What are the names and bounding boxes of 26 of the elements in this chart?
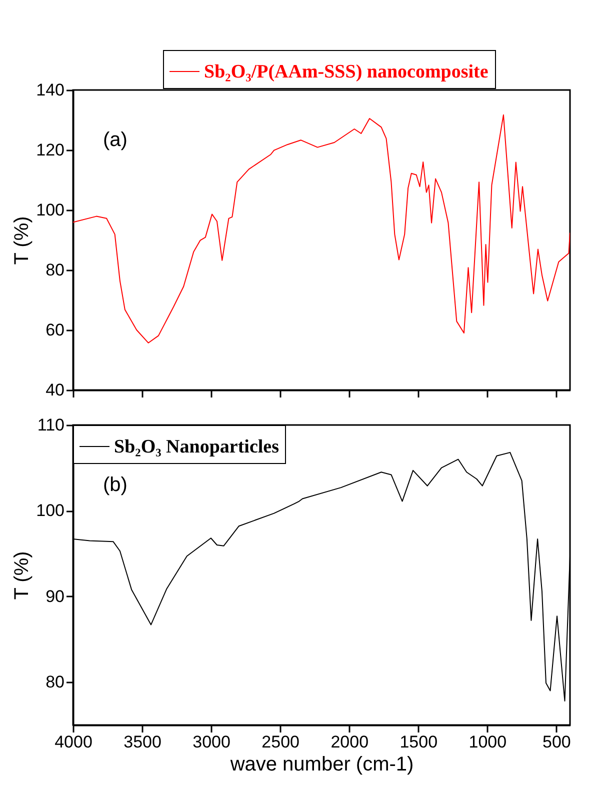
x-tick-label: 3000 <box>192 732 230 752</box>
x-tick-label: 2000 <box>330 732 369 752</box>
y-tick-label: 100 <box>36 200 64 220</box>
x-axis-title: wave number (cm-1) <box>229 754 414 776</box>
y-tick-label: 80 <box>46 260 64 280</box>
x-tick-label: 500 <box>542 732 571 752</box>
x-tick-label: 3500 <box>124 732 162 752</box>
y-tick-label: 120 <box>36 140 64 160</box>
x-tick-label: 1500 <box>400 732 438 752</box>
line-series <box>73 114 570 344</box>
y-tick-label: 60 <box>46 320 64 340</box>
annotation: (a) <box>103 129 128 151</box>
x-tick-label: 2500 <box>262 732 300 752</box>
x-tick-label: 4000 <box>54 732 92 752</box>
y-tick-label: 140 <box>36 80 64 100</box>
annotation: (b) <box>103 474 128 496</box>
y-tick-label: 110 <box>37 416 64 434</box>
x-tick-label: 1000 <box>468 732 507 752</box>
legend-label: Sb₂O₃/P(AAm-SSS) nanocomposite <box>204 62 488 82</box>
y-tick-label: 90 <box>46 586 64 606</box>
y-tick-label: 40 <box>46 380 64 400</box>
y-axis-title: T (%) <box>11 216 34 265</box>
y-tick-label: 100 <box>36 501 64 520</box>
y-tick-label: 80 <box>46 672 64 692</box>
y-axis-title: T (%) <box>11 551 34 600</box>
legend-label: Sb₂O₃ Nanoparticles <box>114 436 279 458</box>
